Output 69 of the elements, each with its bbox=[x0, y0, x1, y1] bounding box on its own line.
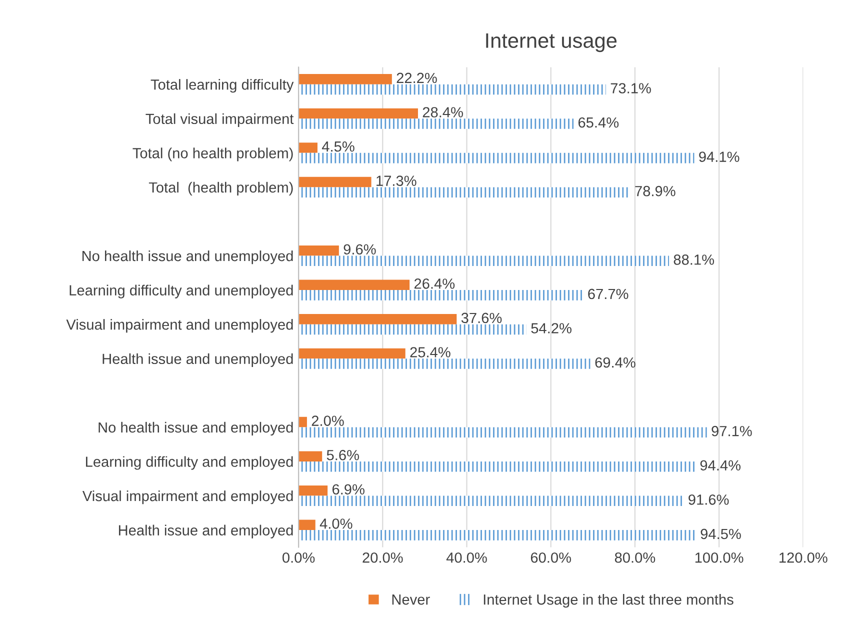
y-tick-label: Total learning difficulty bbox=[150, 79, 294, 93]
y-tick-label: Total visual impairment bbox=[146, 113, 294, 127]
x-tick-label: 60.0% bbox=[530, 552, 572, 563]
bar bbox=[298, 530, 696, 540]
y-tick-label: Total (health problem) bbox=[148, 182, 293, 196]
bar bbox=[298, 142, 318, 153]
data-label: 67.7% bbox=[588, 288, 628, 300]
bar bbox=[298, 416, 307, 428]
data-label: 2.0% bbox=[312, 416, 344, 426]
data-label: 4.5% bbox=[322, 141, 354, 152]
x-tick-label: 120.0% bbox=[780, 552, 828, 563]
data-label: 6.9% bbox=[332, 484, 364, 495]
bar bbox=[298, 314, 457, 324]
bar bbox=[298, 290, 584, 300]
bar bbox=[298, 485, 328, 496]
x-tick-label: 20.0% bbox=[362, 552, 403, 563]
bar bbox=[298, 496, 684, 506]
bar bbox=[298, 84, 606, 95]
data-label: 69.4% bbox=[595, 357, 636, 368]
data-label: 25.4% bbox=[410, 347, 450, 358]
y-tick-label: Learning difficulty and employed bbox=[86, 456, 293, 470]
y-tick-label: Health issue and unemployed bbox=[102, 353, 293, 367]
bar bbox=[298, 348, 406, 359]
legend-label: Never bbox=[392, 594, 430, 605]
data-label: 97.1% bbox=[712, 426, 752, 436]
bar bbox=[298, 108, 418, 119]
data-label: 4.0% bbox=[320, 518, 352, 529]
y-tick-label: No health issue and employed bbox=[98, 422, 293, 436]
bar bbox=[298, 280, 410, 290]
y-tick-label: Health issue and employed bbox=[118, 524, 293, 538]
y-tick-label: Total (no health problem) bbox=[132, 148, 293, 162]
y-tick-label: Visual impairment and employed bbox=[82, 490, 293, 504]
data-label: 22.2% bbox=[396, 72, 437, 84]
bar bbox=[298, 256, 670, 266]
bar bbox=[298, 427, 707, 438]
bar bbox=[298, 152, 694, 164]
data-label: 65.4% bbox=[578, 117, 619, 128]
data-label: 5.6% bbox=[326, 450, 359, 460]
x-tick-label: 40.0% bbox=[446, 552, 487, 563]
data-label: 88.1% bbox=[674, 254, 714, 265]
bar bbox=[298, 245, 339, 256]
x-tick-label: 80.0% bbox=[614, 552, 656, 563]
data-label: 37.6% bbox=[461, 312, 502, 324]
data-label: 73.1% bbox=[610, 83, 651, 94]
y-tick-label: Visual impairment and unemployed bbox=[66, 319, 293, 333]
bar bbox=[298, 358, 590, 369]
bar bbox=[298, 176, 372, 188]
bar bbox=[298, 74, 392, 84]
y-tick-label: No health issue and unemployed bbox=[82, 250, 293, 264]
data-label: 26.4% bbox=[414, 278, 455, 289]
y-tick-label: Learning difficulty and unemployed bbox=[70, 284, 293, 298]
bar bbox=[298, 461, 696, 472]
data-label: 54.2% bbox=[531, 323, 572, 334]
data-label: 94.5% bbox=[700, 528, 741, 540]
bar bbox=[298, 451, 322, 462]
data-label: 91.6% bbox=[688, 494, 729, 505]
data-label: 94.4% bbox=[700, 460, 741, 471]
data-label: 17.3% bbox=[376, 176, 416, 186]
x-tick-label: 100.0% bbox=[695, 552, 744, 563]
data-label: 28.4% bbox=[422, 107, 463, 118]
legend-label: Internet Usage in the last three months bbox=[484, 594, 734, 608]
chart-title: Internet usage bbox=[486, 33, 617, 52]
bar bbox=[298, 118, 574, 129]
x-tick-label: 0.0% bbox=[282, 552, 315, 563]
bar bbox=[298, 324, 526, 335]
data-label: 78.9% bbox=[635, 186, 676, 196]
data-label: 94.1% bbox=[699, 152, 740, 162]
data-label: 9.6% bbox=[344, 244, 376, 255]
bar bbox=[298, 520, 316, 530]
